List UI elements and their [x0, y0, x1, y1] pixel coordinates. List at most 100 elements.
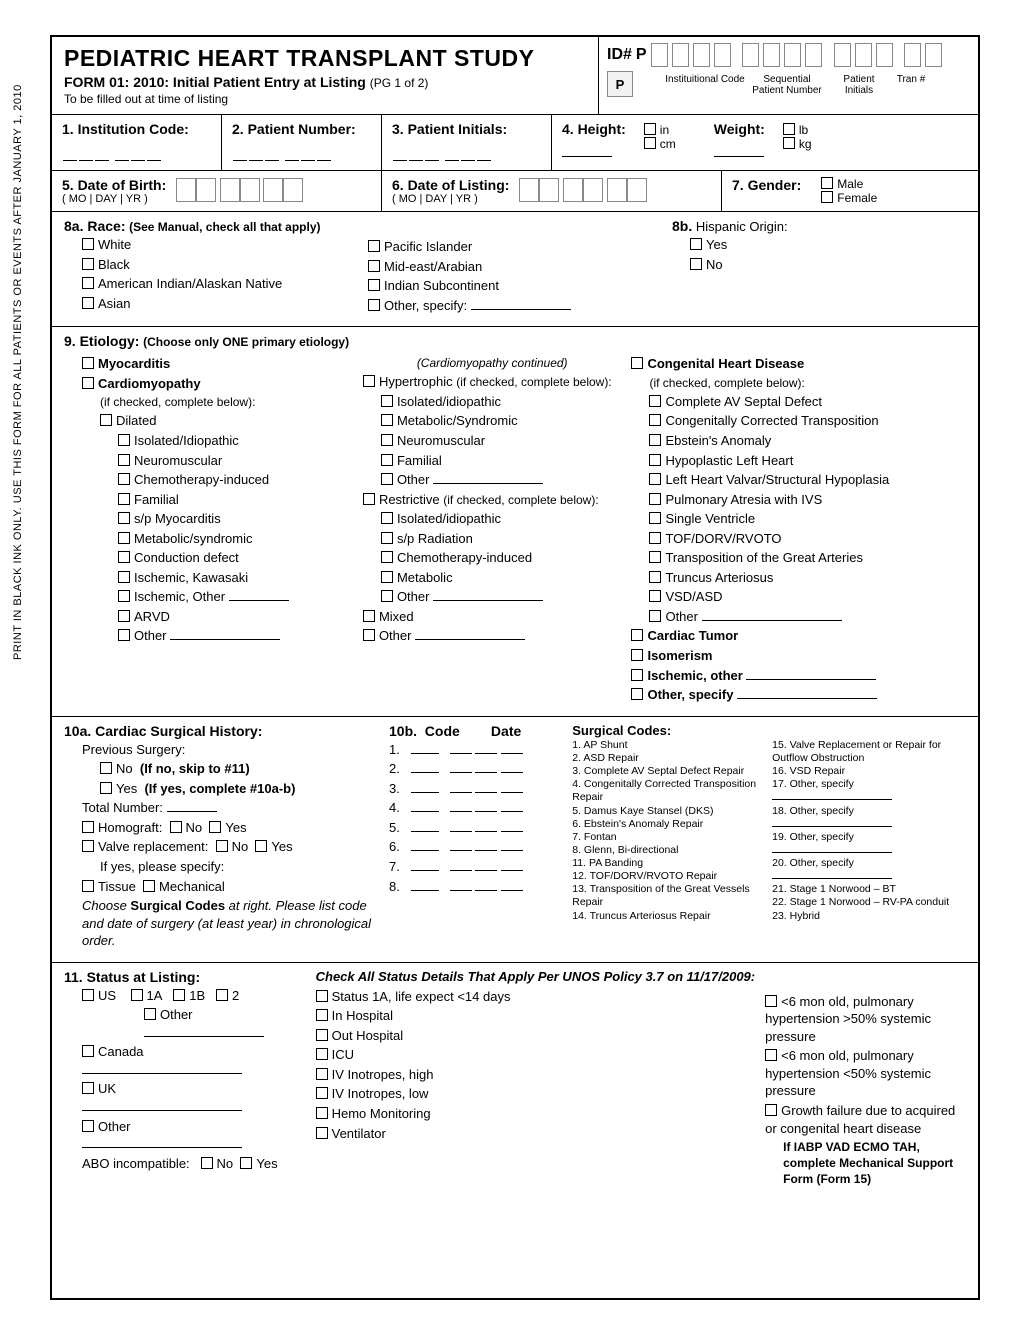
cb-status[interactable] [765, 995, 777, 1007]
cb-etio[interactable] [649, 414, 661, 426]
cb-race[interactable] [368, 279, 380, 291]
cb-etio[interactable] [381, 532, 393, 544]
cb-etio[interactable] [631, 357, 643, 369]
cb-status[interactable] [316, 1107, 328, 1119]
cb-etio[interactable] [649, 610, 661, 622]
cb-1a[interactable] [131, 989, 143, 1001]
cb-etio[interactable] [82, 377, 94, 389]
cb-race[interactable] [368, 299, 380, 311]
dol-box[interactable] [563, 178, 583, 202]
id-box[interactable] [834, 43, 851, 67]
cb-2[interactable] [216, 989, 228, 1001]
cb-status[interactable] [765, 1104, 777, 1116]
cb-etio[interactable] [118, 493, 130, 505]
id-box[interactable] [651, 43, 668, 67]
cb-etio[interactable] [118, 610, 130, 622]
cb-etio[interactable] [118, 512, 130, 524]
cb-homo-no[interactable] [170, 821, 182, 833]
cb-status[interactable] [316, 1087, 328, 1099]
cb-race[interactable] [82, 238, 94, 250]
cb-valve-yes[interactable] [255, 840, 267, 852]
cb-etio[interactable] [82, 357, 94, 369]
cb-etio[interactable] [381, 571, 393, 583]
cb-female[interactable] [821, 191, 833, 203]
cb-etio[interactable] [631, 629, 643, 641]
cb-etio[interactable] [649, 571, 661, 583]
cb-abo-no[interactable] [201, 1157, 213, 1169]
cb-canada[interactable] [82, 1045, 94, 1057]
dol-box[interactable] [539, 178, 559, 202]
cb-hisp-yes[interactable] [690, 238, 702, 250]
cb-etio[interactable] [118, 571, 130, 583]
cb-etio[interactable] [631, 688, 643, 700]
cb-etio[interactable] [649, 395, 661, 407]
cb-us-other[interactable] [144, 1008, 156, 1020]
cb-etio[interactable] [118, 454, 130, 466]
cb-etio[interactable] [649, 532, 661, 544]
cb-etio[interactable] [649, 434, 661, 446]
id-box[interactable] [763, 43, 780, 67]
cb-race[interactable] [82, 277, 94, 289]
cb-etio[interactable] [381, 434, 393, 446]
cb-etio[interactable] [118, 473, 130, 485]
cb-etio[interactable] [649, 551, 661, 563]
cb-lb[interactable] [783, 123, 795, 135]
id-box[interactable] [876, 43, 893, 67]
cb-abo-yes[interactable] [240, 1157, 252, 1169]
cb-oth[interactable] [82, 1120, 94, 1132]
cb-valve[interactable] [82, 840, 94, 852]
cb-uk[interactable] [82, 1082, 94, 1094]
cb-tissue[interactable] [82, 880, 94, 892]
dob-box[interactable] [176, 178, 196, 202]
id-box[interactable] [904, 43, 921, 67]
cb-etio[interactable] [649, 454, 661, 466]
cb-etio[interactable] [363, 375, 375, 387]
cb-kg[interactable] [783, 137, 795, 149]
cb-status[interactable] [316, 990, 328, 1002]
cb-valve-no[interactable] [216, 840, 228, 852]
cb-status[interactable] [765, 1049, 777, 1061]
cb-etio[interactable] [381, 590, 393, 602]
cb-status[interactable] [316, 1009, 328, 1021]
cb-race[interactable] [82, 258, 94, 270]
id-box[interactable] [672, 43, 689, 67]
dol-box[interactable] [519, 178, 539, 202]
cb-etio[interactable] [363, 493, 375, 505]
cb-etio[interactable] [649, 590, 661, 602]
cb-etio[interactable] [100, 414, 112, 426]
id-box[interactable] [742, 43, 759, 67]
cb-etio[interactable] [649, 512, 661, 524]
cb-status[interactable] [316, 1048, 328, 1060]
dol-box[interactable] [607, 178, 627, 202]
cb-etio[interactable] [381, 414, 393, 426]
cb-race[interactable] [368, 240, 380, 252]
cb-male[interactable] [821, 177, 833, 189]
dob-box[interactable] [196, 178, 216, 202]
cb-cm[interactable] [644, 137, 656, 149]
dol-box[interactable] [583, 178, 603, 202]
cb-etio[interactable] [118, 434, 130, 446]
dob-box[interactable] [220, 178, 240, 202]
cb-in[interactable] [644, 123, 656, 135]
cb-status[interactable] [316, 1068, 328, 1080]
cb-status[interactable] [316, 1029, 328, 1041]
cb-homo-yes[interactable] [209, 821, 221, 833]
dob-box[interactable] [240, 178, 260, 202]
id-box[interactable] [784, 43, 801, 67]
cb-etio[interactable] [649, 493, 661, 505]
cb-etio[interactable] [631, 669, 643, 681]
cb-etio[interactable] [381, 454, 393, 466]
cb-mech[interactable] [143, 880, 155, 892]
dob-box[interactable] [263, 178, 283, 202]
id-box[interactable] [805, 43, 822, 67]
cb-etio[interactable] [363, 629, 375, 641]
id-box[interactable] [693, 43, 710, 67]
cb-etio[interactable] [118, 551, 130, 563]
cb-prev-no[interactable] [100, 762, 112, 774]
cb-etio[interactable] [118, 590, 130, 602]
cb-homo[interactable] [82, 821, 94, 833]
cb-etio[interactable] [381, 512, 393, 524]
cb-1b[interactable] [173, 989, 185, 1001]
cb-status[interactable] [316, 1127, 328, 1139]
cb-race[interactable] [82, 297, 94, 309]
